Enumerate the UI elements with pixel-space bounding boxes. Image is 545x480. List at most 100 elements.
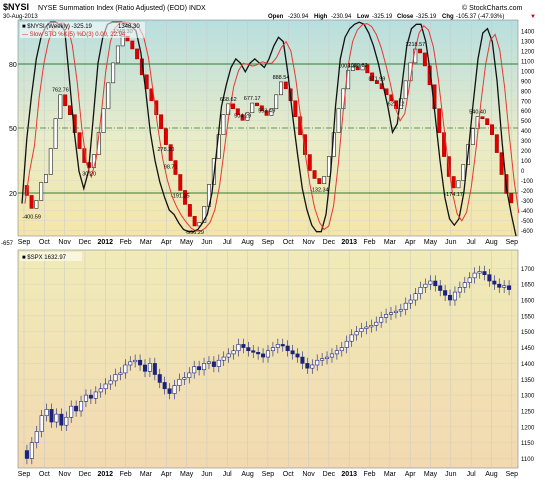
nysi-candle <box>370 72 375 82</box>
bottom-x-axis: Sep Oct Nov Dec 2012 Feb Mar Apr May Jun Jul Aug Sep… <box>18 471 518 478</box>
open-label: Open <box>268 14 284 20</box>
spx-candle <box>83 394 88 402</box>
spx-candle <box>492 280 497 285</box>
nysi-candle <box>178 174 183 191</box>
nysi-candle <box>293 100 298 118</box>
nysi-candle <box>269 108 274 116</box>
nysi-candle <box>437 108 442 133</box>
spx-candle <box>74 405 79 412</box>
x-tick-label: Nov <box>58 471 71 478</box>
x-tick-label: Aug <box>241 471 254 478</box>
x-tick-label: Nov <box>302 471 315 478</box>
x-tick-label: 2012 <box>98 239 114 246</box>
spx-candle <box>69 405 74 418</box>
spx-candle <box>147 363 152 372</box>
y-tick-label: 1700 <box>521 267 535 273</box>
high-value: -230.94 <box>331 14 352 20</box>
y-tick-label: 100 <box>521 159 532 165</box>
chg-label: Chg <box>442 14 454 20</box>
spx-candle <box>369 325 374 328</box>
spx-candle <box>54 413 59 423</box>
nysi-candle <box>235 108 240 116</box>
nysi-candle <box>360 64 365 71</box>
x-tick-label: Jun <box>445 239 456 246</box>
spx-candle <box>128 361 133 366</box>
spx-candle <box>398 309 403 312</box>
y-tick-label: 600 <box>521 109 532 115</box>
nysi-candle <box>34 200 39 209</box>
x-tick-label: Aug <box>485 471 498 478</box>
spx-candle <box>374 321 379 326</box>
spx-candle <box>379 317 384 323</box>
y-tick-label: -300 <box>521 199 534 205</box>
nysi-candle <box>240 114 245 121</box>
spx-candle <box>118 372 123 375</box>
spx-candle <box>413 293 418 301</box>
nysi-candle <box>322 176 327 184</box>
spx-candle <box>187 372 192 378</box>
annotation-label: 98.71 <box>164 165 178 171</box>
spx-candle <box>152 363 157 375</box>
spx-candle <box>177 378 182 386</box>
spx-candle <box>334 350 339 355</box>
x-tick-label: 2013 <box>341 239 357 246</box>
y-tick-label: -400 <box>521 209 534 215</box>
spx-candle <box>108 380 113 385</box>
nysi-candle <box>67 105 72 116</box>
y-tick-label: 1100 <box>521 457 535 463</box>
bottom-right-axis: 1700 1650 1600 1550 1500 1450 1400 1350 1300 1250… <box>521 267 535 463</box>
spx-candle <box>216 359 221 367</box>
nysi-candle <box>350 66 355 71</box>
nysi-candle <box>192 216 197 227</box>
nysi-candle <box>77 132 82 149</box>
stochastic-d-line <box>24 21 520 232</box>
spx-candle <box>113 374 118 382</box>
spx-candle <box>270 347 275 352</box>
nysi-candle <box>255 102 259 107</box>
spx-candle <box>452 291 457 301</box>
spx-candle <box>236 344 241 352</box>
legend-nysi: ■ $NYSI (Weekly) -325.19 <box>22 24 93 30</box>
x-tick-label: Dec <box>323 239 336 246</box>
x-tick-label: Jun <box>201 471 212 478</box>
y-tick-label: 1350 <box>521 378 535 384</box>
spx-candle <box>315 359 320 366</box>
spx-candle <box>93 391 98 399</box>
nysi-candle <box>106 82 111 110</box>
x-tick-label: Feb <box>120 471 132 478</box>
nysi-candle <box>509 193 514 204</box>
spx-candle <box>477 271 482 274</box>
nysi-candle <box>101 108 106 133</box>
nysi-candle <box>163 128 168 145</box>
nysi-candle <box>39 182 44 201</box>
y-tick-label: 1550 <box>521 314 535 320</box>
y-tick-label: -100 <box>521 179 534 185</box>
nysi-candle <box>58 94 63 120</box>
x-tick-label: May <box>180 471 194 478</box>
spx-candle <box>39 415 44 432</box>
annotation-label: 30.20 <box>82 172 96 178</box>
y-tick-label: 1200 <box>521 49 535 55</box>
x-tick-label: Aug <box>485 239 498 246</box>
marker-50: 50 <box>9 126 17 133</box>
nysi-candle <box>274 94 279 110</box>
spx-candle <box>44 409 49 417</box>
nysi-candle <box>63 94 68 107</box>
spx-candle <box>310 364 315 369</box>
x-tick-label: Dec <box>79 239 92 246</box>
y-tick-label: 1200 <box>521 425 535 431</box>
x-tick-label: Jul <box>467 239 476 246</box>
spx-candle <box>202 363 207 371</box>
x-tick-label: Mar <box>140 471 153 478</box>
x-tick-label: Aug <box>241 239 254 246</box>
annotation-label: 762.76 <box>52 87 69 93</box>
x-tick-label: Sep <box>262 239 275 246</box>
spx-candle <box>265 350 271 358</box>
spx-candle <box>403 302 408 310</box>
nysi-candle <box>115 45 120 64</box>
chg-arrow-icon: ▼ <box>530 14 536 20</box>
marker-80: 80 <box>9 62 17 69</box>
open-value: -230.94 <box>288 14 309 20</box>
nysi-candle <box>490 124 494 135</box>
